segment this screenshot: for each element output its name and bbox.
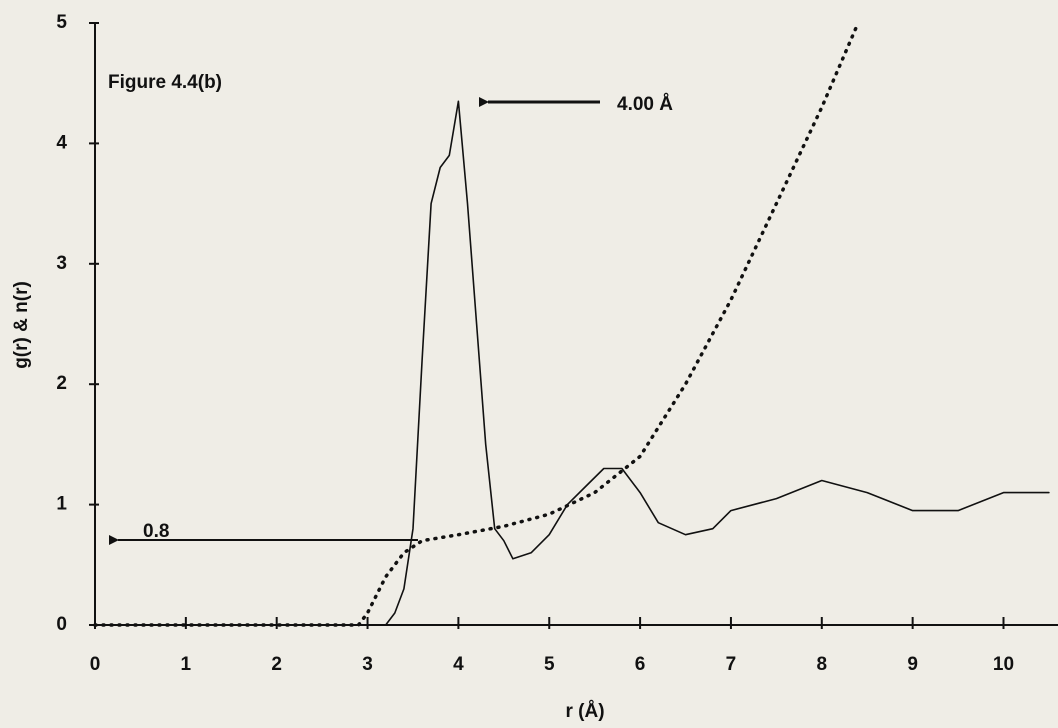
y-tick-label: 0: [56, 614, 67, 635]
peak-annotation: 4.00 Å: [617, 94, 673, 115]
x-tick-label: 0: [90, 654, 101, 675]
y-axis-label: g(r) & n(r): [11, 281, 32, 369]
y-tick-label: 2: [56, 373, 67, 394]
y-tick-label: 5: [56, 12, 67, 33]
x-tick-label: 3: [362, 654, 373, 675]
y-tick-label: 3: [56, 253, 67, 274]
x-axis-label: r (Å): [565, 701, 604, 722]
coord-annotation: 0.8: [143, 521, 169, 542]
x-tick-label: 4: [453, 654, 464, 675]
x-tick-label: 2: [271, 654, 282, 675]
x-tick-label: 1: [181, 654, 192, 675]
x-tick-label: 6: [635, 654, 646, 675]
x-tick-label: 8: [817, 654, 828, 675]
x-tick-label: 9: [907, 654, 918, 675]
x-tick-label: 7: [726, 654, 737, 675]
figure-label: Figure 4.4(b): [108, 72, 222, 93]
y-tick-label: 1: [56, 494, 67, 515]
solid-line: [94, 100, 1050, 626]
x-tick-label: 10: [993, 654, 1014, 675]
x-tick-label: 5: [544, 654, 555, 675]
y-tick-label: 4: [56, 132, 67, 153]
